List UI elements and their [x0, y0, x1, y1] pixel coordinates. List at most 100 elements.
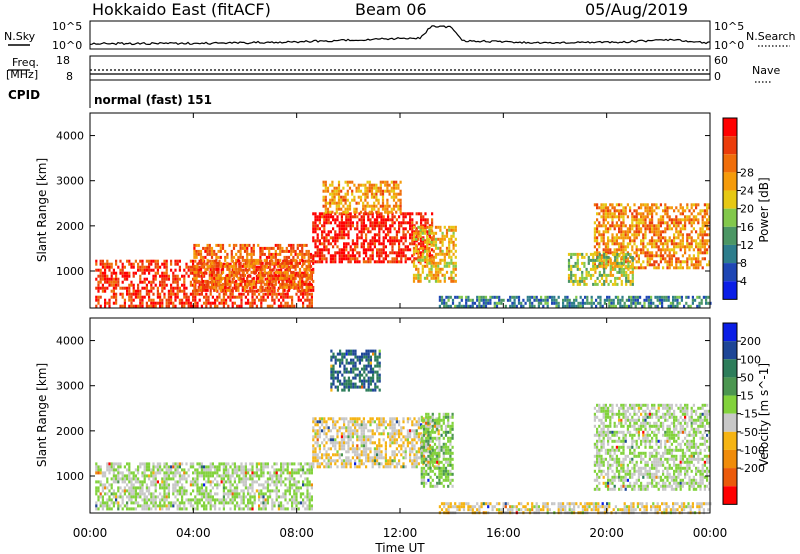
- power-cell: [402, 221, 405, 225]
- power-cell: [366, 180, 369, 184]
- power-cell: [338, 257, 341, 261]
- power-cell: [633, 224, 636, 228]
- power-cell: [99, 277, 102, 281]
- power-cell: [692, 215, 695, 219]
- velocity-cell: [253, 471, 256, 475]
- velocity-cell: [106, 480, 109, 484]
- power-cell: [268, 249, 271, 253]
- power-cell: [246, 270, 249, 274]
- power-cell: [307, 288, 310, 292]
- power-cell: [132, 283, 135, 287]
- power-cell: [227, 286, 230, 290]
- velocity-cell: [152, 498, 155, 502]
- power-cell: [412, 231, 416, 235]
- power-cell: [620, 227, 623, 231]
- power-cell: [439, 237, 442, 241]
- power-cell: [288, 295, 291, 299]
- power-cell: [316, 245, 319, 249]
- velocity-cell: [258, 468, 261, 472]
- velocity-cell: [181, 477, 184, 481]
- power-cell: [307, 258, 310, 262]
- power-cell: [701, 236, 704, 240]
- velocity-cell: [229, 507, 232, 511]
- power-cell: [668, 218, 671, 222]
- power-cell: [609, 251, 612, 255]
- power-cell: [337, 198, 341, 202]
- power-cell: [362, 227, 365, 231]
- power-cell: [282, 304, 285, 308]
- power-cell: [181, 274, 184, 278]
- velocity-cell: [280, 480, 283, 484]
- power-cell: [187, 268, 190, 272]
- power-cell: [450, 234, 453, 238]
- power-cell: [644, 251, 647, 255]
- power-cell: [268, 255, 271, 259]
- power-cell: [296, 264, 299, 268]
- power-cell: [260, 295, 263, 299]
- velocity-cell: [308, 498, 311, 502]
- power-cell: [161, 304, 164, 308]
- power-cell: [373, 183, 376, 187]
- power-ylabel: Slant Range [km]: [35, 158, 49, 262]
- velocity-cell: [156, 465, 159, 469]
- power-cell: [123, 277, 126, 281]
- power-cell: [644, 224, 647, 228]
- power-cell: [533, 295, 536, 299]
- power-cell: [110, 265, 113, 269]
- power-cell: [276, 261, 280, 265]
- power-cell: [343, 221, 346, 225]
- power-cell: [305, 249, 308, 253]
- power-cell: [419, 273, 422, 277]
- power-cell: [123, 298, 126, 302]
- power-cell: [698, 301, 701, 305]
- velocity-cell: [207, 471, 210, 475]
- power-cell: [607, 209, 610, 213]
- power-cell: [625, 252, 628, 256]
- power-cell: [193, 246, 196, 250]
- power-cell: [585, 252, 588, 256]
- power-cell: [676, 304, 679, 308]
- power-cell: [335, 186, 338, 190]
- power-cell: [154, 283, 157, 287]
- power-cell: [332, 257, 335, 261]
- power-cell: [583, 279, 586, 283]
- power-cell: [632, 301, 635, 305]
- power-cell: [134, 259, 137, 263]
- velocity-cell: [165, 504, 168, 508]
- power-cell: [646, 260, 649, 264]
- power-cell: [185, 295, 188, 299]
- power-cell: [335, 201, 338, 205]
- power-cell: [130, 304, 133, 308]
- power-cell: [452, 252, 455, 256]
- velocity-cell: [178, 465, 181, 469]
- velocity-cell: [198, 489, 201, 493]
- velocity-cell: [231, 492, 234, 496]
- power-cell: [434, 246, 438, 250]
- velocity-cell: [99, 492, 102, 496]
- power-cell: [199, 261, 203, 265]
- power-cell: [221, 276, 225, 280]
- power-cell: [708, 233, 711, 237]
- power-cell: [366, 186, 369, 190]
- power-cell: [690, 221, 693, 225]
- power-cell: [170, 301, 173, 305]
- velocity-cell: [312, 459, 315, 463]
- power-cell: [185, 286, 188, 290]
- power-cell: [193, 243, 196, 247]
- power-cell: [187, 298, 190, 302]
- velocity-cell: [247, 489, 250, 493]
- power-cell: [390, 195, 393, 199]
- velocity-cell: [128, 468, 131, 472]
- power-cell: [686, 236, 689, 240]
- power-cell: [386, 180, 389, 184]
- velocity-cell: [183, 468, 186, 472]
- power-cell: [445, 264, 449, 268]
- power-cell: [445, 249, 449, 253]
- power-cell: [364, 186, 367, 190]
- power-cell: [172, 277, 175, 281]
- power-cell: [204, 249, 207, 253]
- power-cell: [161, 301, 164, 305]
- power-cell: [217, 264, 220, 268]
- power-cell: [250, 282, 253, 286]
- power-cell: [476, 298, 479, 302]
